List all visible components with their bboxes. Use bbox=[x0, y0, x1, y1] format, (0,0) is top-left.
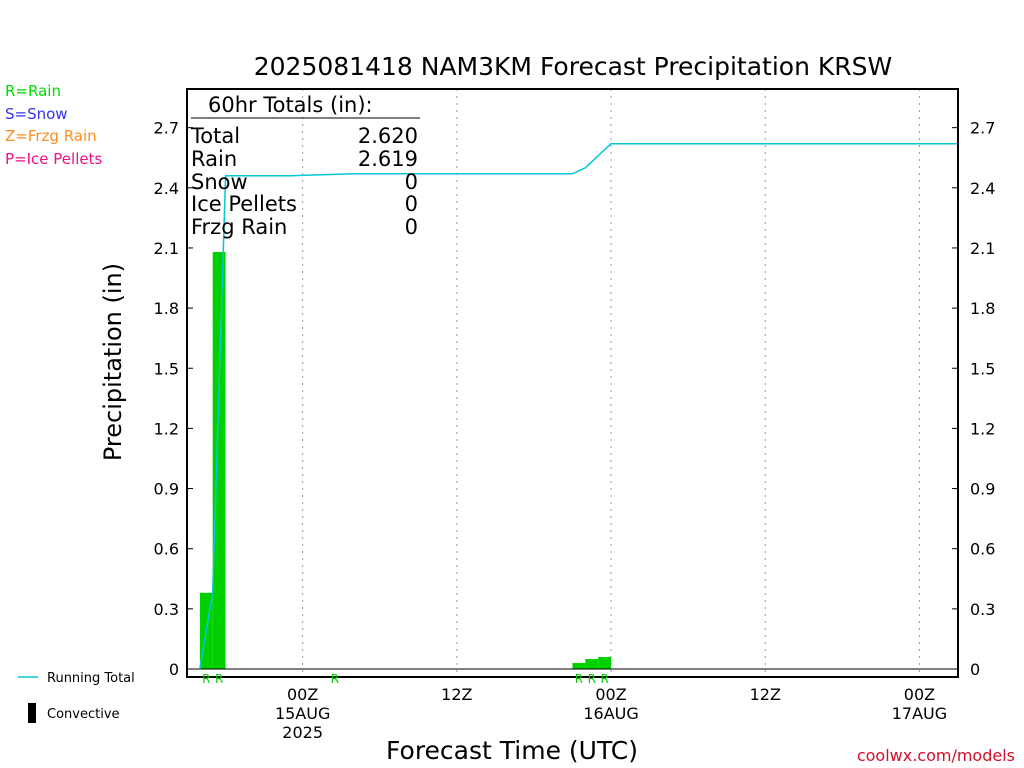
x-tick-label-0-2: 2025 bbox=[282, 723, 323, 742]
totals-value-freezing-rain: 0 bbox=[405, 215, 418, 239]
totals-label-total: Total bbox=[190, 124, 240, 148]
y-axis-right: 0 0.3 0.6 0.9 1.2 1.5 1.8 2.1 2.4 2.7 bbox=[952, 119, 995, 679]
y-tick-label-right-8: 2.4 bbox=[970, 179, 995, 198]
legend-snow: S=Snow bbox=[5, 105, 68, 123]
precip-bar-2 bbox=[572, 662, 586, 669]
x-tick-label-1-0: 12Z bbox=[441, 685, 472, 704]
y-tick-label-left-3: 0.9 bbox=[154, 480, 179, 499]
y-tick-label-left-5: 1.5 bbox=[154, 359, 179, 378]
running-total-legend-label: Running Total bbox=[47, 671, 135, 686]
y-tick-label-right-5: 1.5 bbox=[970, 359, 995, 378]
precip-type-mark-1: R bbox=[215, 672, 223, 686]
totals-value-snow: 0 bbox=[405, 170, 418, 194]
precip-type-mark-2: R bbox=[331, 672, 339, 686]
precip-bar-4 bbox=[598, 656, 612, 669]
x-tick-label-4-1: 17AUG bbox=[892, 704, 947, 723]
totals-value-total: 2.620 bbox=[358, 124, 418, 148]
y-tick-label-left-0: 0 bbox=[169, 660, 179, 679]
vertical-gridlines bbox=[302, 89, 920, 677]
running-total-line bbox=[199, 142, 958, 670]
precip-bars bbox=[199, 251, 612, 669]
y-tick-label-right-2: 0.6 bbox=[970, 540, 995, 559]
totals-box: 60hr Totals (in): Total 2.620 Rain 2.619… bbox=[190, 93, 420, 239]
y-tick-label-right-0: 0 bbox=[970, 660, 980, 679]
y-tick-label-left-6: 1.8 bbox=[154, 299, 179, 318]
precip-type-mark-0: R bbox=[202, 672, 210, 686]
y-tick-label-right-7: 2.1 bbox=[970, 239, 995, 258]
precip-type-mark-4: R bbox=[588, 672, 596, 686]
y-tick-label-right-6: 1.8 bbox=[970, 299, 995, 318]
x-tick-label-3-0: 12Z bbox=[750, 685, 781, 704]
precip-bar-3 bbox=[585, 658, 599, 669]
convective-legend-label: Convective bbox=[47, 707, 120, 722]
chart-title: 2025081418 NAM3KM Forecast Precipitation… bbox=[254, 52, 893, 81]
site-credit: coolwx.com/models bbox=[857, 746, 1015, 765]
totals-header: 60hr Totals (in): bbox=[208, 93, 373, 117]
y-tick-label-right-3: 0.9 bbox=[970, 480, 995, 499]
y-axis-left: 0 0.3 0.6 0.9 1.2 1.5 1.8 2.1 2.4 2.7 bbox=[154, 119, 193, 679]
precip-type-mark-5: R bbox=[600, 672, 608, 686]
y-axis-label: Precipitation (in) bbox=[99, 263, 127, 461]
totals-label-rain: Rain bbox=[191, 147, 237, 171]
y-tick-label-right-9: 2.7 bbox=[970, 119, 995, 138]
precip-bar-1 bbox=[212, 251, 226, 669]
precip-type-mark-3: R bbox=[575, 672, 583, 686]
legend-freezing-rain: Z=Frzg Rain bbox=[5, 127, 97, 145]
convective-legend-swatch bbox=[28, 703, 36, 723]
x-axis-label: Forecast Time (UTC) bbox=[386, 736, 638, 765]
y-tick-label-left-7: 2.1 bbox=[154, 239, 179, 258]
legend-ice-pellets: P=Ice Pellets bbox=[5, 150, 102, 168]
y-tick-label-right-4: 1.2 bbox=[970, 419, 995, 438]
totals-label-ice-pellets: Ice Pellets bbox=[191, 192, 297, 216]
x-tick-label-2-0: 00Z bbox=[595, 685, 626, 704]
y-tick-label-left-2: 0.6 bbox=[154, 540, 179, 559]
y-tick-label-left-8: 2.4 bbox=[154, 179, 179, 198]
legend-rain: R=Rain bbox=[5, 82, 61, 100]
x-tick-label-0-1: 15AUG bbox=[275, 704, 330, 723]
y-tick-label-left-1: 0.3 bbox=[154, 600, 179, 619]
totals-value-rain: 2.619 bbox=[358, 147, 418, 171]
x-tick-label-0-0: 00Z bbox=[287, 685, 318, 704]
totals-label-freezing-rain: Frzg Rain bbox=[191, 215, 287, 239]
y-tick-label-left-9: 2.7 bbox=[154, 119, 179, 138]
totals-value-ice-pellets: 0 bbox=[405, 192, 418, 216]
y-tick-label-left-4: 1.2 bbox=[154, 419, 179, 438]
x-tick-label-4-0: 00Z bbox=[904, 685, 935, 704]
plot-frame bbox=[186, 88, 959, 678]
totals-label-snow: Snow bbox=[191, 170, 248, 194]
x-tick-label-2-1: 16AUG bbox=[583, 704, 638, 723]
y-tick-label-right-1: 0.3 bbox=[970, 600, 995, 619]
